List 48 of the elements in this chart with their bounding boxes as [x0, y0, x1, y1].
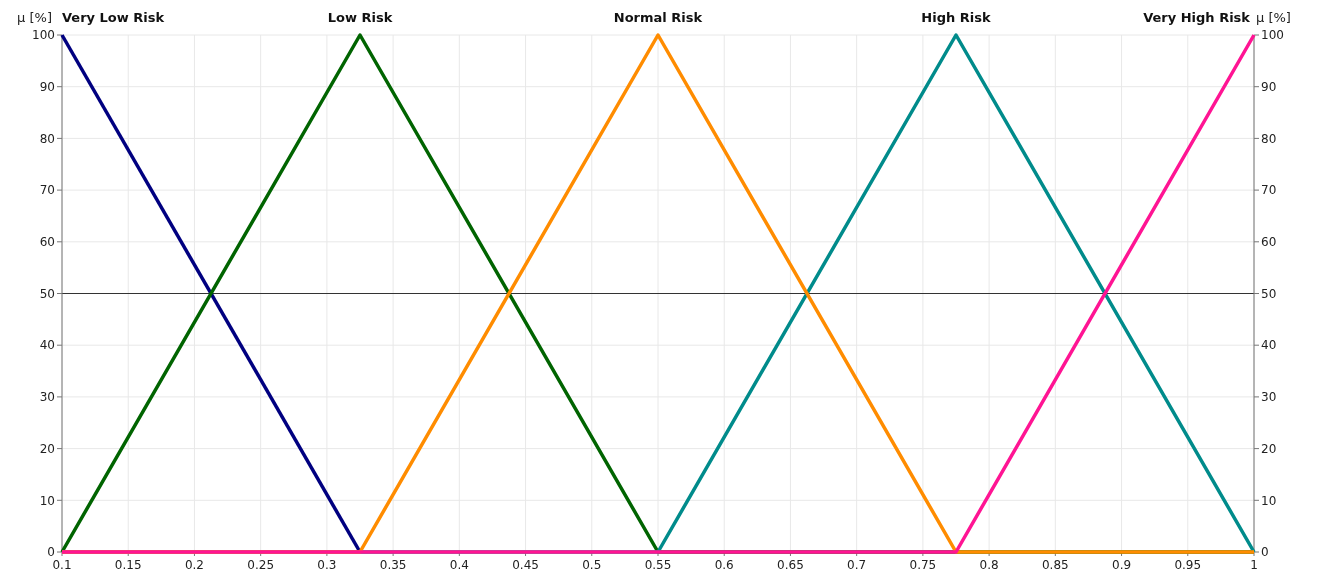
- y-axis-title: μ [%]: [17, 10, 52, 25]
- y2-tick-label: 100: [1261, 28, 1284, 43]
- x-tick-label: 0.25: [247, 558, 275, 572]
- series-label: Normal Risk: [613, 10, 703, 25]
- x-tick-label: 0.5: [582, 558, 602, 572]
- x-tick-label: 0.75: [909, 558, 937, 572]
- series-label: Very High Risk: [1143, 10, 1251, 25]
- x-tick-label: 1: [1250, 558, 1258, 572]
- x-tick-label: 0.65: [777, 558, 804, 572]
- x-tick-label: 0.9: [1112, 558, 1132, 572]
- y2-tick-label: 90: [1261, 79, 1277, 94]
- y2-tick-label: 70: [1261, 183, 1277, 198]
- y-tick-label: 90: [39, 79, 55, 94]
- y2-tick-label: 60: [1261, 235, 1277, 249]
- x-tick-label: 0.8: [979, 558, 999, 572]
- y-tick-label: 30: [39, 390, 55, 405]
- y-tick-label: 80: [39, 131, 55, 146]
- y2-tick-label: 30: [1261, 390, 1277, 405]
- x-tick-label: 0.4: [449, 558, 469, 572]
- y-tick-label: 10: [39, 493, 55, 508]
- x-tick-label: 0.15: [114, 558, 142, 572]
- y-tick-label: 0: [47, 545, 55, 560]
- y-tick-label: 50: [39, 286, 55, 301]
- x-tick-label: 0.7: [847, 558, 867, 572]
- x-tick-label: 0.55: [644, 558, 672, 572]
- y-tick-label: 40: [39, 338, 55, 353]
- series-label: Very Low Risk: [62, 10, 165, 25]
- y-tick-label: 20: [39, 441, 55, 456]
- y2-tick-label: 80: [1261, 131, 1277, 146]
- y2-tick-label: 10: [1261, 493, 1277, 508]
- x-tick-label: 0.85: [1041, 558, 1069, 572]
- x-tick-label: 0.95: [1174, 558, 1202, 572]
- y2-tick-label: 20: [1261, 441, 1277, 456]
- y2-tick-label: 40: [1261, 338, 1277, 353]
- x-tick-label: 0.3: [317, 558, 337, 572]
- y-tick-label: 100: [32, 28, 55, 43]
- x-tick-label: 0.2: [184, 558, 204, 572]
- series-label: High Risk: [921, 10, 991, 25]
- y-tick-label: 70: [39, 183, 55, 198]
- y2-tick-label: 50: [1261, 286, 1277, 301]
- series-label: Low Risk: [327, 10, 393, 25]
- x-tick-label: 0.35: [379, 558, 407, 572]
- y2-axis-title: μ [%]: [1256, 10, 1291, 25]
- y2-tick-label: 0: [1261, 545, 1269, 560]
- y-tick-label: 60: [39, 235, 55, 249]
- x-tick-label: 0.6: [714, 558, 734, 572]
- x-tick-label: 0.1: [52, 558, 72, 572]
- x-tick-label: 0.45: [512, 558, 539, 572]
